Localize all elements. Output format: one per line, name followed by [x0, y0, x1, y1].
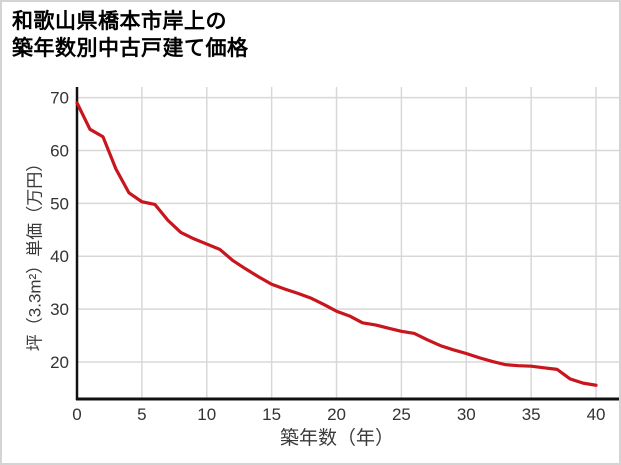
y-tick-label: 30: [50, 300, 69, 319]
chart-title: 和歌山県橋本市岸上の 築年数別中古戸建て価格: [12, 10, 249, 60]
x-tick-label: 25: [392, 405, 411, 424]
x-tick-label: 15: [262, 405, 281, 424]
x-tick-label: 10: [197, 405, 216, 424]
y-tick-label: 70: [50, 89, 69, 108]
y-tick-label: 50: [50, 194, 69, 213]
x-axis-title: 築年数（年）: [279, 428, 394, 449]
y-tick-label: 20: [50, 353, 69, 372]
x-tick-label: 40: [587, 405, 606, 424]
y-tick-label: 40: [50, 247, 69, 266]
y-tick-label: 60: [50, 141, 69, 160]
y-axis-title: 坪（3.3m²）単価（万円）: [25, 154, 45, 352]
x-tick-label: 20: [327, 405, 346, 424]
price-line: [75, 101, 598, 387]
x-tick-label: 35: [522, 405, 541, 424]
x-tick-label: 30: [457, 405, 476, 424]
x-tick-label: 0: [72, 405, 81, 424]
x-tick-label: 5: [137, 405, 146, 424]
